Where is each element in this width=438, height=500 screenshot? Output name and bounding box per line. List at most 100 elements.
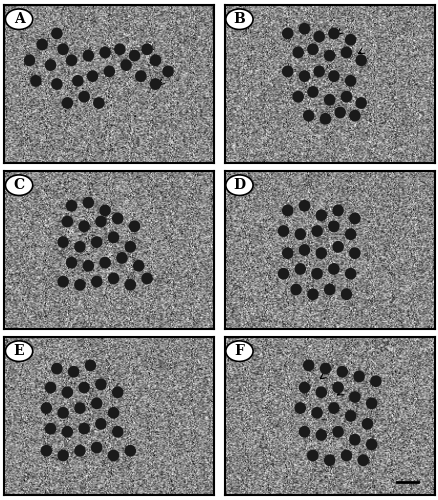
Ellipse shape	[319, 113, 331, 124]
Ellipse shape	[357, 454, 368, 466]
Ellipse shape	[355, 54, 366, 66]
Ellipse shape	[40, 445, 52, 456]
Ellipse shape	[327, 263, 339, 275]
Ellipse shape	[57, 236, 69, 248]
Ellipse shape	[281, 28, 293, 40]
Ellipse shape	[87, 70, 98, 82]
Ellipse shape	[369, 376, 381, 387]
Ellipse shape	[313, 66, 324, 78]
Ellipse shape	[294, 228, 305, 240]
Ellipse shape	[348, 212, 360, 224]
Ellipse shape	[323, 94, 335, 106]
Ellipse shape	[298, 382, 310, 394]
Ellipse shape	[141, 272, 152, 284]
Circle shape	[225, 9, 252, 29]
Circle shape	[5, 175, 33, 196]
Text: D: D	[233, 178, 245, 192]
Ellipse shape	[302, 110, 314, 122]
Circle shape	[5, 9, 33, 29]
Ellipse shape	[78, 382, 90, 394]
Ellipse shape	[348, 110, 360, 122]
Ellipse shape	[72, 75, 83, 87]
Ellipse shape	[128, 220, 140, 232]
Ellipse shape	[327, 402, 339, 414]
Ellipse shape	[319, 362, 331, 374]
Circle shape	[225, 341, 252, 361]
Ellipse shape	[149, 54, 161, 66]
Ellipse shape	[313, 30, 324, 42]
Text: A: A	[14, 12, 25, 26]
Ellipse shape	[298, 426, 310, 438]
Ellipse shape	[294, 263, 305, 275]
Ellipse shape	[124, 445, 136, 456]
Ellipse shape	[91, 236, 102, 248]
Ellipse shape	[82, 196, 94, 208]
Ellipse shape	[51, 28, 63, 40]
Ellipse shape	[294, 402, 305, 414]
Ellipse shape	[107, 272, 119, 284]
Ellipse shape	[57, 407, 69, 418]
Ellipse shape	[336, 366, 347, 378]
Ellipse shape	[61, 426, 73, 438]
Ellipse shape	[307, 450, 318, 462]
Ellipse shape	[24, 54, 35, 66]
Ellipse shape	[344, 75, 356, 87]
Ellipse shape	[365, 438, 377, 450]
Ellipse shape	[107, 232, 119, 243]
Ellipse shape	[45, 59, 56, 71]
Ellipse shape	[74, 402, 85, 414]
Ellipse shape	[340, 450, 351, 462]
Ellipse shape	[116, 252, 127, 264]
Ellipse shape	[141, 44, 152, 55]
Ellipse shape	[311, 407, 322, 418]
Ellipse shape	[315, 210, 326, 221]
Ellipse shape	[103, 66, 115, 78]
Ellipse shape	[332, 241, 343, 253]
Ellipse shape	[85, 360, 96, 372]
Ellipse shape	[340, 46, 351, 58]
Ellipse shape	[112, 212, 123, 224]
Ellipse shape	[281, 204, 293, 216]
Ellipse shape	[128, 50, 140, 62]
Ellipse shape	[277, 225, 289, 237]
Ellipse shape	[307, 288, 318, 300]
Ellipse shape	[311, 268, 322, 280]
Ellipse shape	[344, 228, 356, 240]
Ellipse shape	[78, 91, 90, 102]
Ellipse shape	[332, 426, 343, 438]
Ellipse shape	[162, 66, 173, 78]
Ellipse shape	[57, 450, 69, 462]
Ellipse shape	[344, 34, 356, 46]
Ellipse shape	[124, 279, 136, 290]
Ellipse shape	[307, 44, 318, 55]
Ellipse shape	[120, 59, 131, 71]
Ellipse shape	[82, 50, 94, 62]
Ellipse shape	[66, 256, 77, 268]
Ellipse shape	[74, 279, 85, 290]
Ellipse shape	[95, 378, 106, 390]
Ellipse shape	[66, 54, 77, 66]
Ellipse shape	[290, 284, 301, 296]
Ellipse shape	[327, 28, 339, 40]
Ellipse shape	[315, 386, 326, 398]
Ellipse shape	[99, 46, 111, 58]
Ellipse shape	[311, 225, 322, 237]
Ellipse shape	[281, 247, 293, 259]
Text: F: F	[234, 344, 244, 358]
Ellipse shape	[45, 382, 56, 394]
Ellipse shape	[61, 216, 73, 228]
Ellipse shape	[281, 66, 293, 78]
Ellipse shape	[107, 450, 119, 462]
Ellipse shape	[334, 106, 345, 118]
Ellipse shape	[298, 200, 310, 211]
Ellipse shape	[135, 70, 146, 82]
Ellipse shape	[66, 200, 77, 211]
Ellipse shape	[348, 434, 360, 446]
Ellipse shape	[68, 366, 79, 378]
Ellipse shape	[340, 288, 351, 300]
Text: E: E	[14, 344, 25, 358]
Ellipse shape	[332, 382, 343, 394]
Ellipse shape	[112, 426, 123, 438]
Ellipse shape	[61, 97, 73, 109]
Ellipse shape	[99, 256, 111, 268]
